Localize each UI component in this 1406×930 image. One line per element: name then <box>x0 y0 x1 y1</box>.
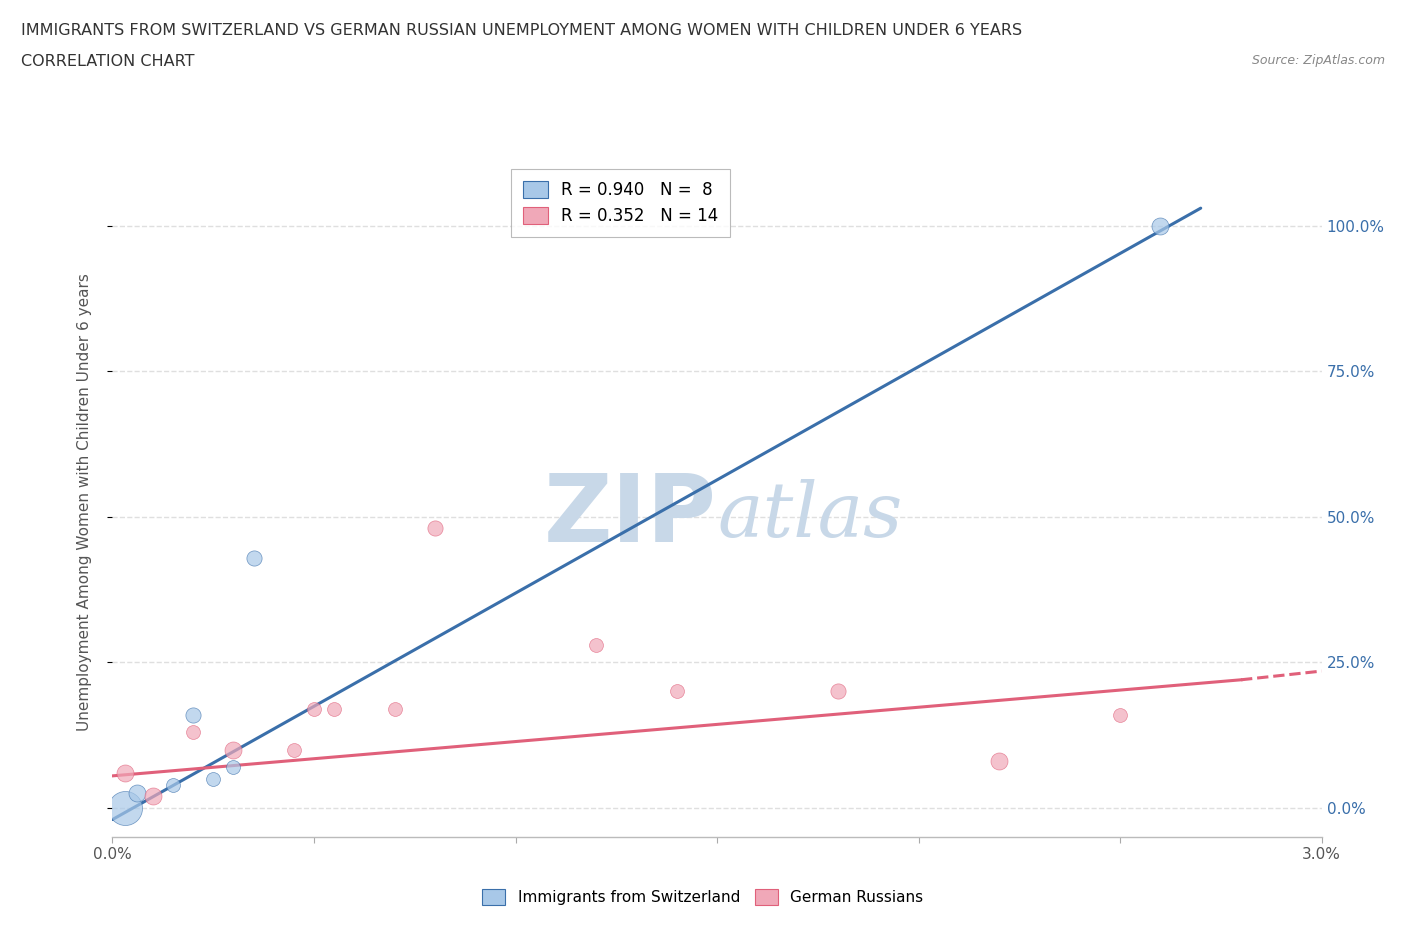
Point <box>1149 219 1171 233</box>
Legend: Immigrants from Switzerland, German Russians: Immigrants from Switzerland, German Russ… <box>475 882 931 913</box>
Point <box>1109 708 1132 723</box>
Point <box>423 521 446 536</box>
Text: CORRELATION CHART: CORRELATION CHART <box>21 54 194 69</box>
Point <box>222 760 245 775</box>
Point <box>142 789 165 804</box>
Point <box>114 801 136 816</box>
Point <box>181 708 204 723</box>
Text: atlas: atlas <box>717 479 903 552</box>
Legend: R = 0.940   N =  8, R = 0.352   N = 14: R = 0.940 N = 8, R = 0.352 N = 14 <box>510 169 730 237</box>
Point <box>283 742 305 757</box>
Point <box>162 777 184 792</box>
Text: Source: ZipAtlas.com: Source: ZipAtlas.com <box>1251 54 1385 67</box>
Point <box>181 724 204 739</box>
Point <box>114 765 136 780</box>
Point <box>665 684 688 698</box>
Point <box>222 742 245 757</box>
Point <box>988 754 1011 769</box>
Point <box>323 701 346 716</box>
Point <box>302 701 325 716</box>
Text: IMMIGRANTS FROM SWITZERLAND VS GERMAN RUSSIAN UNEMPLOYMENT AMONG WOMEN WITH CHIL: IMMIGRANTS FROM SWITZERLAND VS GERMAN RU… <box>21 23 1022 38</box>
Point <box>125 786 148 801</box>
Point <box>384 701 406 716</box>
Point <box>202 771 225 786</box>
Point <box>827 684 849 698</box>
Point <box>585 637 607 652</box>
Text: ZIP: ZIP <box>544 470 717 562</box>
Y-axis label: Unemployment Among Women with Children Under 6 years: Unemployment Among Women with Children U… <box>77 273 91 731</box>
Point <box>242 550 264 565</box>
